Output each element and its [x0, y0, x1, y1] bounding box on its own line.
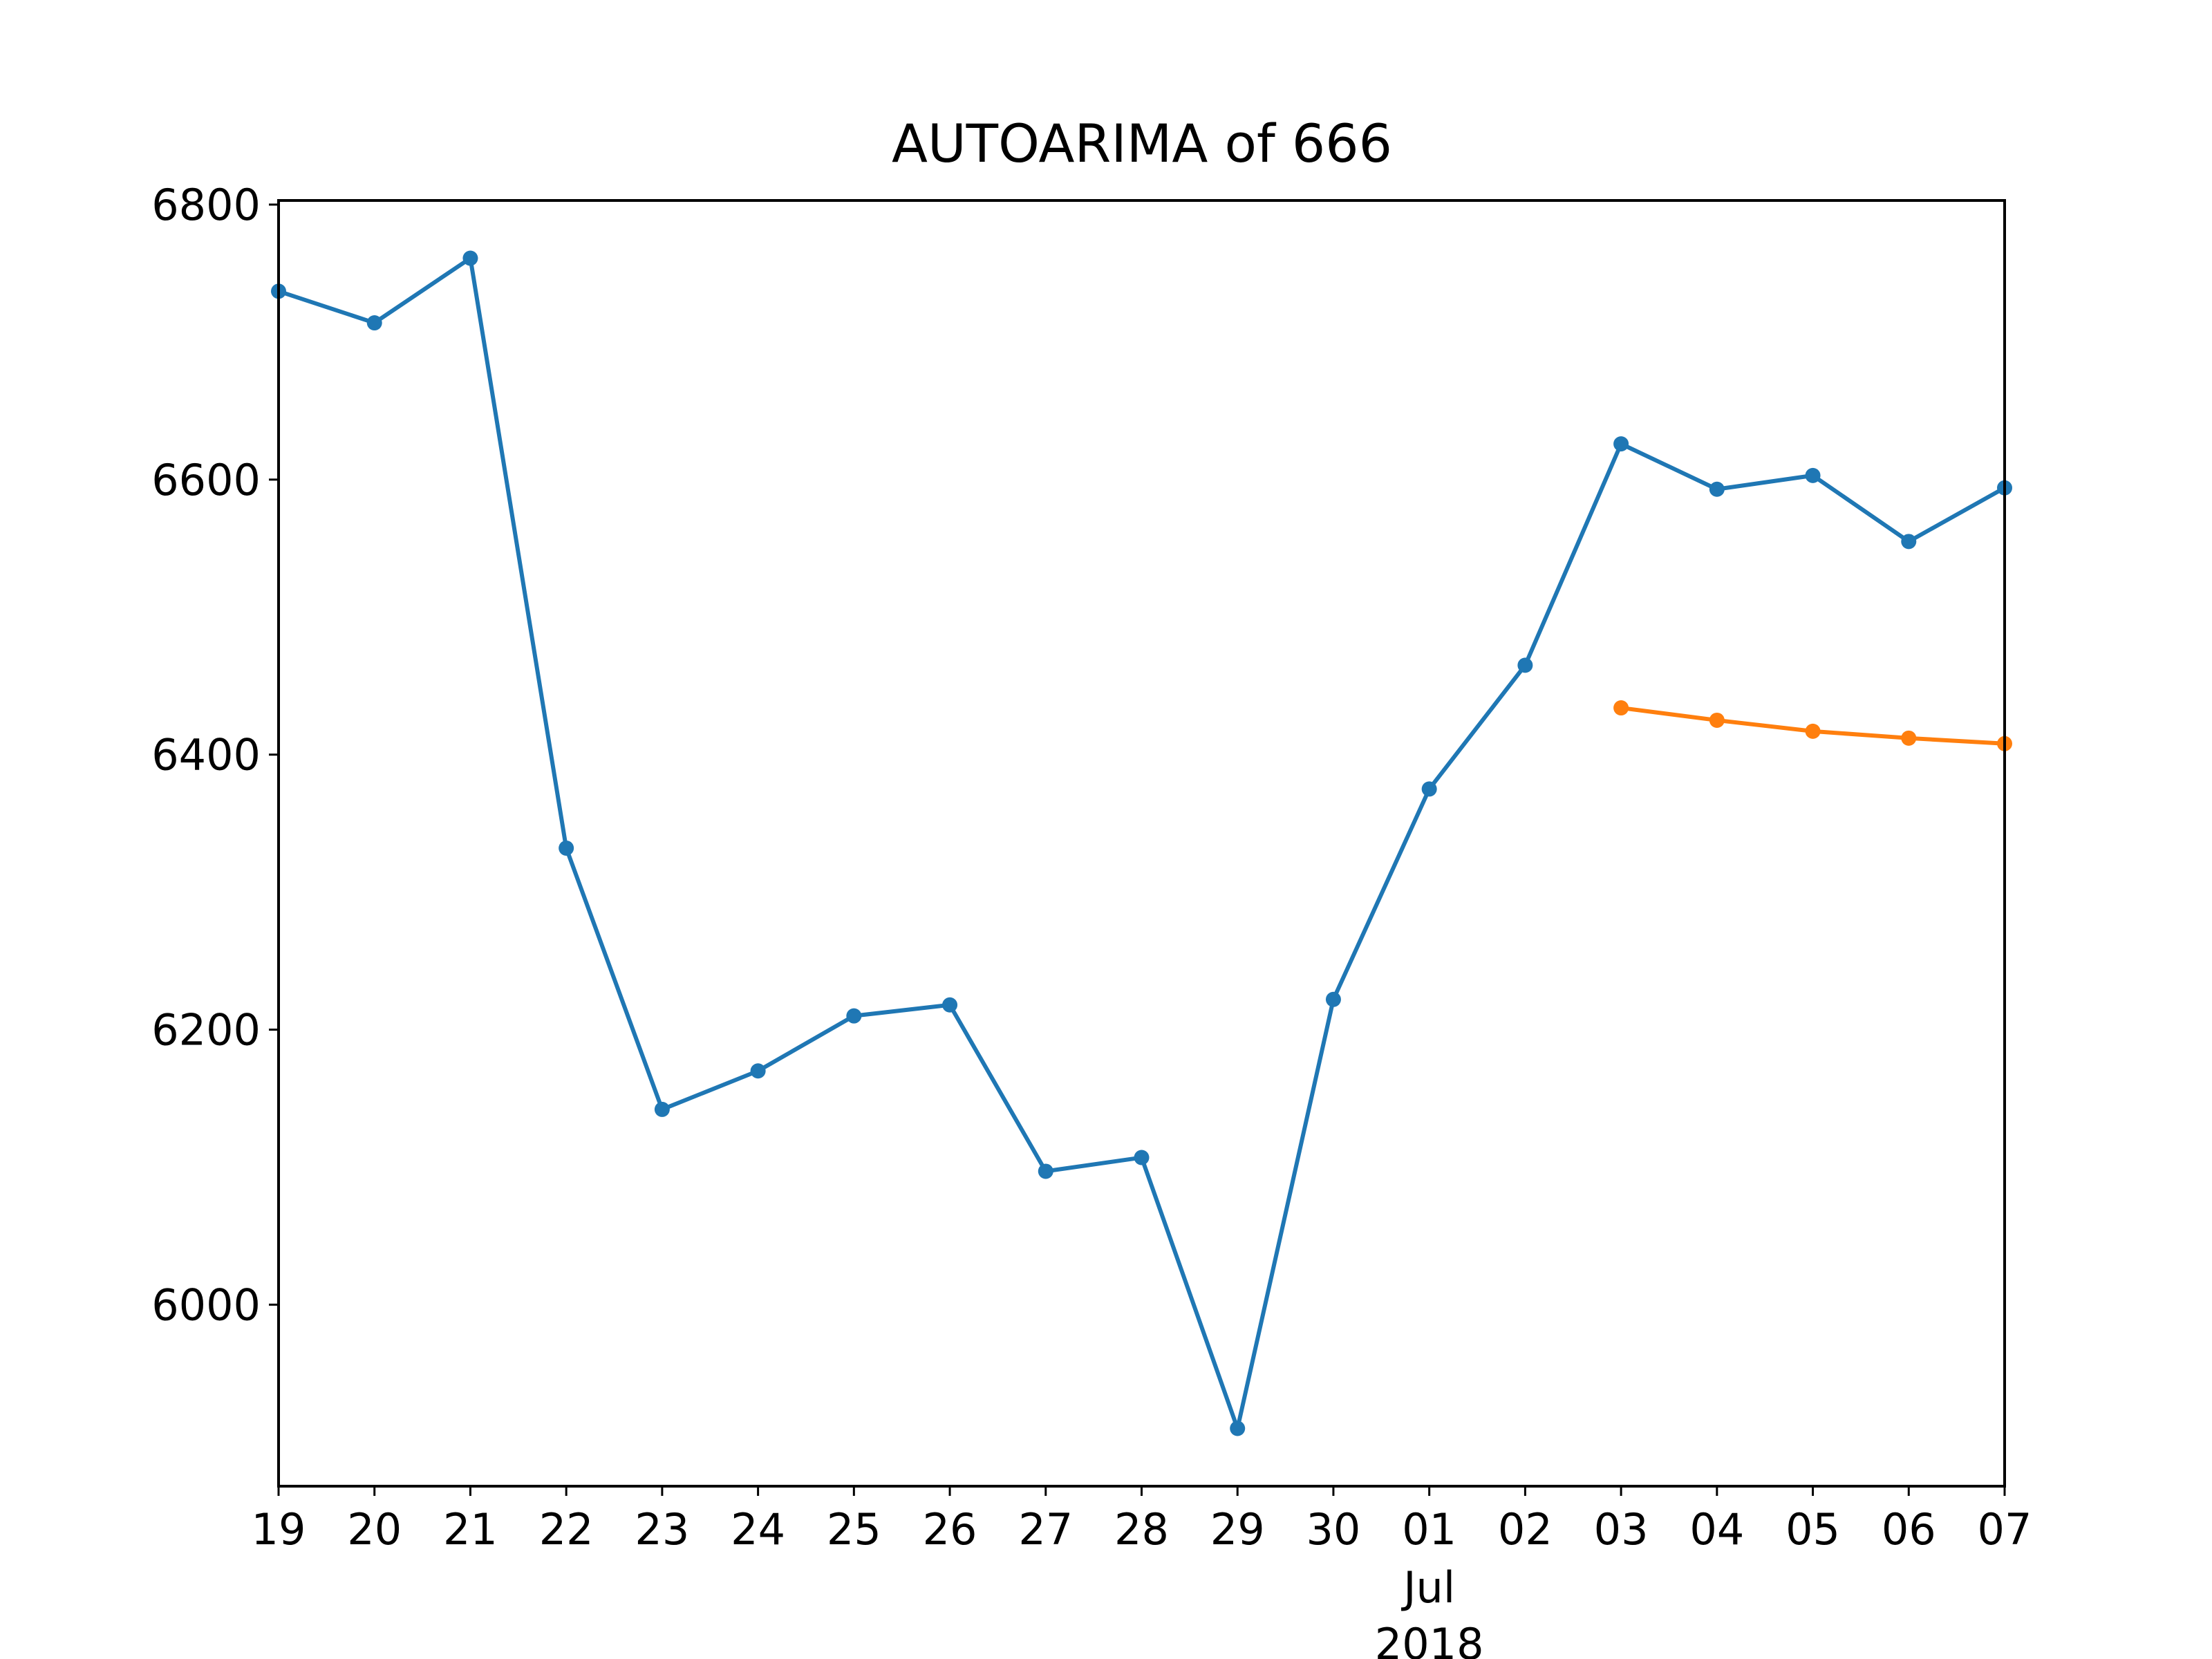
series-2-point — [1901, 730, 1917, 746]
x-tick-label: 22 — [539, 1504, 594, 1555]
series-1-point — [559, 840, 574, 856]
series-1-point — [1230, 1421, 1246, 1436]
series-1-point — [1325, 991, 1341, 1007]
series-1-point — [1517, 657, 1533, 673]
x-tick-label: 02 — [1498, 1504, 1553, 1555]
x-tick-label: 19 — [252, 1504, 306, 1555]
chart-title: AUTOARIMA of 666 — [892, 113, 1392, 174]
x-tick-label: 04 — [1689, 1504, 1744, 1555]
x-tick-label: 28 — [1114, 1504, 1169, 1555]
y-tick-label: 6200 — [151, 1005, 261, 1056]
series-1-point — [1613, 436, 1629, 452]
x-tick-label: 29 — [1210, 1504, 1265, 1555]
x-tick-label: 30 — [1306, 1504, 1360, 1555]
series-1-point — [942, 997, 958, 1013]
y-tick-label: 6000 — [151, 1280, 261, 1330]
y-axis: 6000 6200 6400 6600 6800 — [151, 180, 279, 1330]
series-1-point — [462, 250, 478, 266]
series-1-point — [1421, 781, 1437, 797]
series-2-point — [1805, 723, 1821, 739]
x-tick-label: 21 — [443, 1504, 498, 1555]
series-1-point — [654, 1101, 670, 1117]
x-tick-label: 01 — [1402, 1504, 1456, 1555]
series-2-point — [1613, 700, 1629, 716]
x-tick-label: 03 — [1594, 1504, 1649, 1555]
x-tick-label: 05 — [1785, 1504, 1840, 1555]
x-tick-label: 20 — [347, 1504, 402, 1555]
x-tick-label: 07 — [1978, 1504, 2032, 1555]
series-1-point — [1805, 467, 1821, 483]
y-tick-label: 6400 — [151, 730, 261, 780]
x-month-label: Jul — [1400, 1562, 1455, 1613]
x-tick-label: 26 — [923, 1504, 977, 1555]
series-1-point — [1038, 1163, 1053, 1179]
x-tick-label: 23 — [635, 1504, 689, 1555]
series-1-point — [1709, 481, 1725, 497]
x-tick-label: 06 — [1882, 1504, 1936, 1555]
series-layer — [271, 250, 2012, 1436]
x-year-label: 2018 — [1375, 1619, 1484, 1659]
x-tick-label: 27 — [1018, 1504, 1073, 1555]
x-axis: 19 20 21 22 23 24 25 26 27 28 29 30 01 02 03 04 05 06 07 — [252, 1486, 2032, 1555]
series-1-point — [846, 1008, 862, 1024]
y-tick-label: 6600 — [151, 455, 261, 505]
series-2-point — [1709, 712, 1725, 728]
x-tick-label: 24 — [731, 1504, 785, 1555]
series-1-point — [750, 1063, 766, 1079]
series-1-point — [1901, 534, 1917, 550]
y-tick-label: 6800 — [151, 180, 261, 230]
series-1-point — [366, 315, 382, 331]
x-tick-label: 25 — [827, 1504, 881, 1555]
series-1-point — [1134, 1150, 1150, 1165]
